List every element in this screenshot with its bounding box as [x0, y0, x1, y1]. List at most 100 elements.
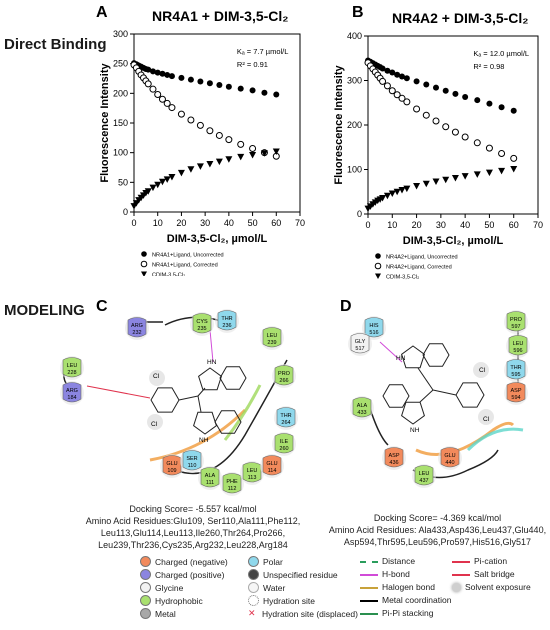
chart-b-ytick-label: 400 [347, 31, 362, 41]
interaction-diagram-d: ClClHNNHHIS516GLY517PRO597LEU596THR595AS… [348, 310, 530, 488]
panel-letter-d: D [340, 298, 352, 315]
c-residue-cys-235-number: 235 [197, 326, 206, 332]
chart-b-corrected-point [383, 82, 391, 90]
legend-label-charged-negative: Charged (negative) [155, 556, 228, 567]
c-residue-glu-109-name: GLU [166, 461, 177, 467]
chart-a-r2-text: R² = 0.91 [237, 60, 268, 69]
d-residue-pro-597-number: 597 [511, 324, 520, 330]
c-residue-thr-264-number: 264 [281, 420, 290, 426]
d-residue-ala-433-name: ALA [357, 403, 368, 409]
chart-a-cdim-point [225, 156, 233, 163]
chart-a-corrected-point [187, 116, 195, 124]
d-residue-ala-433-number: 433 [357, 410, 366, 416]
chart-a-uncorrected-point [168, 73, 175, 80]
chart-a-uncorrected-point [159, 70, 166, 77]
chart-a-ytick-label: 50 [118, 177, 128, 187]
chart-a-xtick-label: 40 [224, 218, 234, 228]
chart-a-corrected-point [215, 131, 223, 139]
legend-row-charged-negative: Charged (negative) [140, 556, 228, 567]
d-residue-glu-440-shape [440, 447, 460, 468]
c-residue-phe-112-shape [222, 473, 242, 494]
chart-a-xtick-label: 0 [131, 218, 136, 228]
c-residue-phe-112-number: 112 [228, 486, 237, 492]
legend-label-solvent: Solvent exposure [465, 582, 531, 592]
chart-a-corrected-point [196, 121, 204, 129]
chart-b-xtick-label: 20 [412, 220, 422, 230]
legend-label-hydrophobic: Hydrophobic [155, 595, 203, 606]
chart-a-uncorrected-point [225, 83, 232, 90]
chart-a-cdim-point [260, 150, 268, 157]
c-residue-glu-109-shape [162, 455, 182, 476]
c-residue-ile-260-shape [274, 433, 294, 454]
chart-b-legend-label: NR4A2+Ligand, Uncorrected [386, 255, 458, 261]
c-residue-ile-260-number: 260 [279, 446, 288, 452]
d-hbond [379, 341, 403, 363]
chart-a-corrected-point [149, 85, 157, 93]
legend-label-displaced: Hydration site (displaced) [262, 608, 358, 619]
chart-b-legend-marker [375, 253, 381, 259]
legend-row-displaced: ✕ Hydration site (displaced) [248, 608, 358, 619]
c-residue-arg-184-shape [62, 382, 82, 403]
d-residue-asp-594-shape [506, 382, 526, 403]
legend-label-hydration: Hydration site [263, 595, 315, 606]
amino-residues-c-1: Amino Acid Residues:Glu109, Ser110,Ala11… [85, 516, 301, 526]
c-hn-label-1: HN [207, 359, 217, 366]
d-dichlorophenyl-ring [455, 382, 485, 408]
legend-label-metal: Metal [155, 608, 176, 619]
chart-b-plot-frame [367, 35, 539, 215]
d-residue-his-516-name: HIS [369, 323, 379, 329]
chart-b-uncorrected-point [403, 75, 410, 82]
chart-b-uncorrected-point [394, 71, 401, 78]
chart-b-corrected-point [413, 105, 421, 113]
d-residue-gly-517-shape [350, 333, 370, 354]
docking-score-c-block: Docking Score= -5.557 kcal/mol Amino Aci… [68, 503, 318, 551]
chart-b-ytick-label: 300 [347, 76, 362, 86]
chart-b-uncorrected-point [389, 69, 396, 76]
c-residue-arg-184-number: 184 [67, 395, 76, 401]
chart-a-uncorrected-point [178, 74, 185, 81]
amino-residues-c-2: Leu113,Glu114,Leu113,Ile260,Thr264,Pro26… [100, 528, 286, 538]
chart-a-cdim-point [154, 181, 162, 189]
chart-b-corrected-point [432, 117, 440, 125]
chart-a-uncorrected-point [164, 71, 171, 78]
chart-b-title: NR4A2 + DIM-3,5-Cl₂ [392, 10, 529, 26]
chart-a-xtick-label: 60 [271, 218, 281, 228]
chart-b-uncorrected-point [379, 65, 386, 72]
chart-a-xtick-label: 20 [176, 218, 186, 228]
chart-b-legend-label: NR4A2+Ligand, Corrected [386, 265, 452, 271]
c-residue-arg-184-name: ARG [66, 388, 78, 394]
panel-letter-c: C [96, 298, 108, 315]
d-residue-ala-433-shape [352, 397, 372, 418]
d-residue-leu-596-shape [508, 335, 528, 356]
amino-residues-d-2: Asp594,Thr595,Leu596,Pro597,His516,Gly51… [343, 537, 532, 547]
chart-b-cdim-point [403, 185, 411, 193]
legend-symbol-polar [248, 556, 259, 567]
chart-b-corrected-point [422, 111, 430, 119]
c-residue-leu-239-name: LEU [267, 333, 278, 339]
legend-label-unspecified: Unspecified residue [263, 569, 338, 580]
chart-b-cdim-point [432, 178, 440, 186]
chart-b-xtick-label: 10 [387, 220, 397, 230]
c-dichlorophenyl-ring [150, 387, 180, 413]
chart-b-uncorrected-point [433, 84, 439, 91]
chart-b-corrected-point [379, 77, 387, 85]
c-bond-1 [178, 395, 199, 401]
chart-a-uncorrected-point [261, 89, 268, 96]
chart-b-xtick-label: 70 [533, 220, 543, 230]
c-residue-thr-264-shape [276, 407, 296, 428]
docking-score-c: Docking Score= -5.557 kcal/mol [129, 504, 257, 514]
legend-symbol-metalcoord [360, 599, 378, 602]
modeling-label: MODELING [4, 302, 85, 319]
c-residue-cys-235-name: CYS [196, 319, 208, 325]
chart-a-uncorrected-point [216, 82, 223, 89]
chart-b-uncorrected-point [474, 97, 481, 104]
legend-label-water: Water [263, 582, 286, 593]
legend-row-metal: Metal [140, 608, 176, 619]
